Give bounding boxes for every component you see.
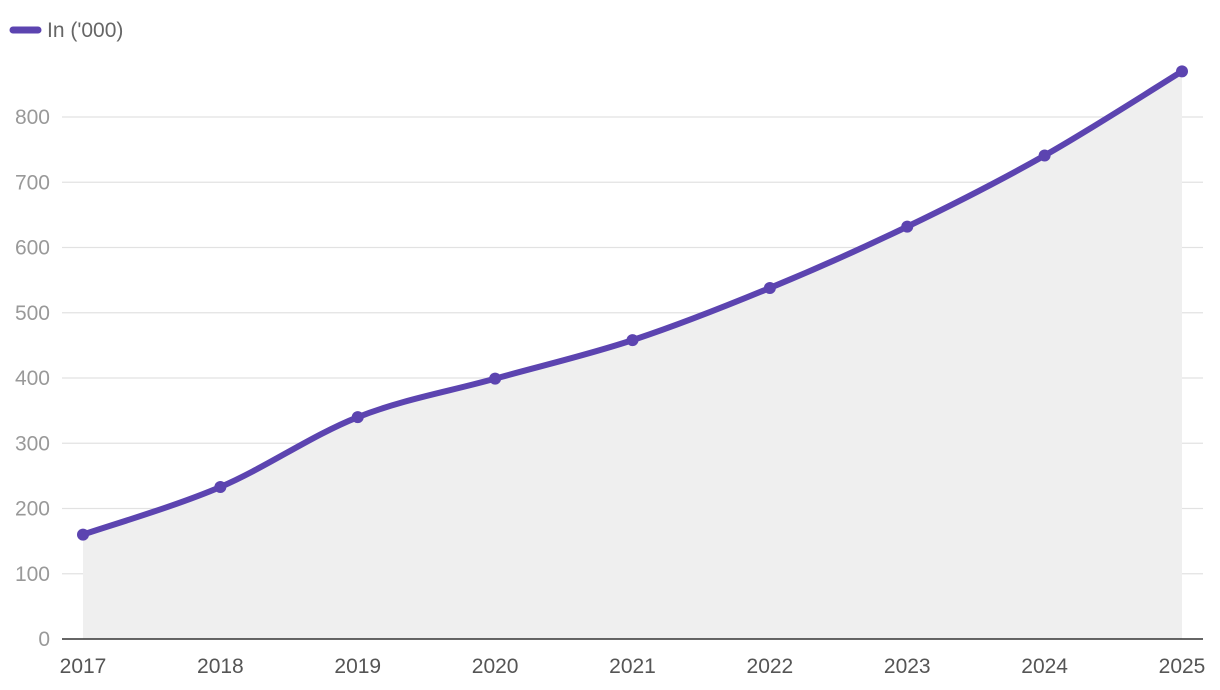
x-tick-label: 2017 (60, 655, 107, 678)
data-point (1038, 149, 1051, 162)
y-tick-label: 300 (15, 432, 50, 455)
x-tick-label: 2021 (609, 655, 656, 678)
data-point (1176, 65, 1188, 78)
y-tick-label: 400 (15, 367, 50, 390)
y-tick-label: 200 (15, 498, 50, 521)
x-tick-label: 2018 (197, 655, 244, 678)
x-tick-label: 2022 (747, 655, 794, 678)
y-tick-label: 800 (15, 106, 50, 129)
data-point (77, 528, 89, 541)
x-tick-label: 2023 (884, 655, 931, 678)
y-tick-label: 600 (15, 237, 50, 260)
legend-label: In ('000) (47, 19, 123, 42)
data-points (77, 65, 1188, 541)
y-tick-label: 0 (38, 628, 50, 651)
area-layer (83, 71, 1182, 639)
x-tick-label: 2019 (334, 655, 381, 678)
data-point (214, 480, 227, 493)
x-axis-ticks: 2017 2018 2019 2020 2021 2022 2023 2024 2025 (60, 655, 1206, 678)
x-tick-label: 2024 (1021, 655, 1068, 678)
y-axis-ticks: 0 100 200 300 400 500 600 700 800 (15, 106, 50, 651)
data-point (901, 220, 914, 233)
y-tick-label: 500 (15, 302, 50, 325)
data-point (763, 281, 776, 294)
data-point (351, 411, 364, 424)
x-tick-label: 2020 (472, 655, 519, 678)
data-point (626, 334, 639, 347)
legend: In ('000) (9, 19, 123, 42)
y-tick-label: 100 (15, 563, 50, 586)
series-area (83, 71, 1182, 639)
y-tick-label: 700 (15, 171, 50, 194)
x-tick-label: 2025 (1159, 655, 1206, 678)
data-point (489, 372, 502, 385)
